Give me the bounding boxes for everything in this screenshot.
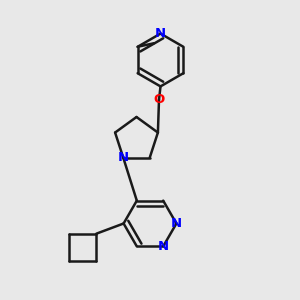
Text: N: N	[158, 240, 169, 253]
Text: O: O	[153, 93, 165, 106]
Text: N: N	[171, 217, 182, 230]
Text: N: N	[118, 151, 129, 164]
Text: N: N	[155, 27, 166, 40]
